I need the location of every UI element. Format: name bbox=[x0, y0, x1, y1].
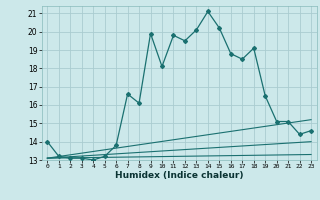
X-axis label: Humidex (Indice chaleur): Humidex (Indice chaleur) bbox=[115, 171, 244, 180]
